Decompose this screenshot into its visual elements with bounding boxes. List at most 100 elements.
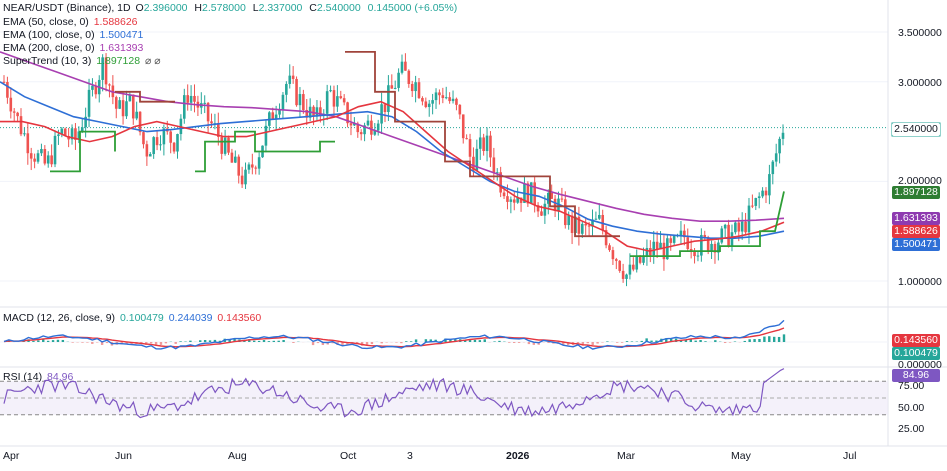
macd-histogram-bar [665, 338, 668, 342]
candle-body [598, 214, 601, 219]
candle-body [101, 57, 104, 80]
ema200-value: 1.631393 [99, 42, 144, 54]
candle-body [247, 164, 251, 170]
candle-body [567, 215, 570, 226]
candle-body [495, 172, 499, 174]
macd-tick: 0.000000 [898, 359, 942, 371]
candle-body [468, 139, 472, 157]
candle-body [529, 182, 533, 204]
macd-histogram-bar [777, 336, 781, 342]
candle-body [203, 102, 207, 104]
ema100-legend[interactable]: EMA (100, close, 0) 1.500471 [3, 29, 145, 42]
candle-body [234, 156, 237, 163]
candle-body [404, 61, 407, 71]
candle-body [414, 82, 417, 92]
candle-body [577, 216, 581, 234]
candle-body [587, 225, 591, 227]
candle-body [458, 104, 462, 115]
candle-body [438, 92, 441, 96]
supertrend-line [115, 90, 175, 103]
macd-histogram-bar [218, 340, 222, 342]
candle-body [621, 270, 625, 279]
macd-histogram-bar [566, 342, 570, 346]
x-tick-aug: Aug [228, 450, 247, 462]
macd-histogram-bar [405, 341, 408, 342]
candle-body [751, 205, 754, 207]
candle-body [349, 123, 353, 126]
candle-body [533, 182, 536, 206]
candle-body [509, 199, 513, 202]
candle-body [431, 100, 434, 104]
candle-body [444, 97, 448, 99]
macd-histogram-bar [517, 342, 521, 343]
macd-histogram-bar [86, 342, 89, 343]
macd-line [3, 319, 785, 350]
macd-histogram-bar [203, 340, 207, 342]
candle-body [400, 61, 404, 73]
macd-histogram-bar [723, 342, 727, 344]
rsi-legend[interactable]: RSI (14) 84.96 [3, 371, 75, 384]
candle-body [407, 70, 411, 84]
macd-histogram-bar [292, 342, 295, 343]
candle-body [353, 123, 356, 126]
macd-histogram-bar [699, 340, 702, 342]
macd-histogram-bar [208, 340, 212, 342]
candle-body [77, 131, 81, 140]
candle-body [543, 203, 547, 216]
macd-histogram-bar [562, 342, 565, 346]
supertrend-line [195, 130, 335, 173]
candle-body [383, 104, 387, 113]
candle-body [240, 175, 244, 185]
candle-body [298, 94, 302, 106]
macd-histogram-bar [213, 339, 217, 342]
candle-body [36, 153, 40, 162]
candle-body [193, 95, 196, 102]
macd-legend[interactable]: MACD (12, 26, close, 9) 0.100479 0.24403… [3, 312, 263, 325]
candle-body [295, 78, 298, 106]
macd-histogram-bar [91, 342, 94, 344]
macd-histogram-bar [32, 341, 35, 342]
macd-histogram-bar [267, 341, 271, 342]
candle-body [720, 228, 724, 243]
macd-histogram-bar [321, 342, 325, 346]
candle-body [46, 155, 50, 164]
macd-histogram-bar [248, 339, 251, 342]
ema50-legend[interactable]: EMA (50, close, 0) 1.588626 [3, 16, 140, 29]
candle-body [594, 218, 598, 220]
x-tick-apr: Apr [3, 450, 20, 462]
candle-body [288, 75, 292, 84]
candle-body [135, 111, 138, 119]
candle-body [421, 98, 424, 102]
candle-body [740, 221, 744, 232]
ema50-line [0, 100, 785, 252]
macd-histogram-bar [199, 340, 202, 342]
macd-histogram-bar [409, 341, 413, 342]
supertrend-line [50, 130, 116, 173]
candle-body [148, 154, 152, 157]
candle-body [33, 158, 36, 162]
candle-body [359, 132, 363, 135]
candle-body [424, 101, 428, 108]
ema200-legend[interactable]: EMA (200, close, 0) 1.631393 [3, 42, 145, 55]
macd-histogram-bar [493, 341, 496, 342]
ema100-line [0, 81, 785, 239]
candle-body [40, 149, 43, 154]
candle-body [713, 243, 717, 253]
last-price-tag: 2.540000 [892, 123, 940, 136]
candle-body [315, 107, 319, 117]
macd-histogram-bar [262, 340, 266, 342]
price-tick: 1.000000 [898, 276, 942, 288]
macd-histogram-bar [365, 342, 369, 346]
candle-body [669, 238, 673, 243]
candle-body [615, 259, 618, 261]
candle-body [730, 232, 734, 247]
candle-body [91, 85, 94, 90]
candle-body [659, 242, 662, 250]
supertrend-legend[interactable]: SuperTrend (10, 3) 1.897128 ⌀ ⌀ [3, 55, 163, 68]
candle-body [57, 134, 60, 136]
candle-body [257, 157, 261, 169]
visibility-icon[interactable]: ⌀ ⌀ [144, 55, 161, 67]
candle-body [26, 133, 30, 154]
candle-body [608, 245, 611, 251]
